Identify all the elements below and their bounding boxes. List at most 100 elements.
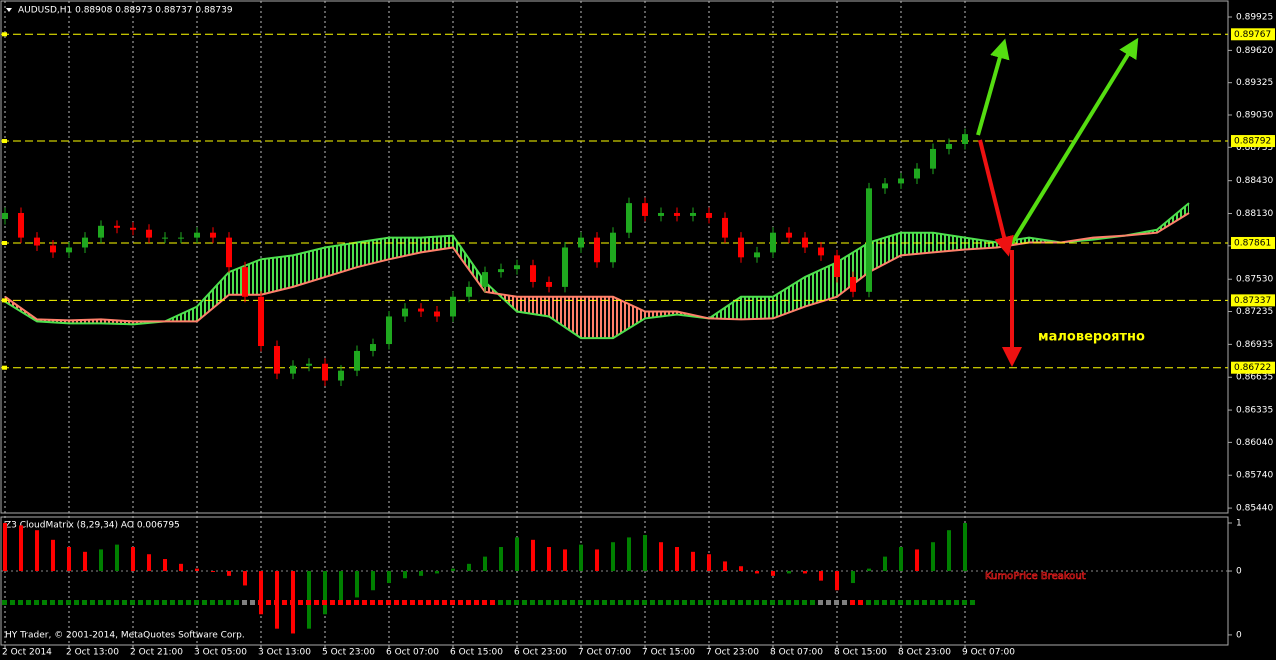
y-tick-label: 0.86935 bbox=[1236, 340, 1273, 350]
ao-bar bbox=[435, 571, 439, 574]
y-tick-label: 0.85440 bbox=[1236, 504, 1273, 514]
candle-body bbox=[770, 232, 776, 253]
ao-bar bbox=[227, 571, 231, 576]
candle-body bbox=[258, 296, 264, 347]
signal-dot bbox=[938, 600, 943, 605]
candle-body bbox=[146, 229, 152, 238]
x-tick-label: 7 Oct 07:00 bbox=[578, 648, 631, 658]
annotation: маловероятно bbox=[1038, 330, 1145, 345]
signal-dot bbox=[434, 600, 439, 605]
signal-dot bbox=[402, 600, 407, 605]
signal-dot bbox=[570, 600, 575, 605]
signal-dot bbox=[210, 600, 215, 605]
x-tick-label: 7 Oct 23:00 bbox=[706, 648, 759, 658]
ao-bar bbox=[451, 568, 455, 572]
signal-dot bbox=[810, 600, 815, 605]
signal-dot bbox=[298, 600, 303, 605]
signal-dot bbox=[946, 600, 951, 605]
signal-dot bbox=[746, 600, 751, 605]
signal-dot bbox=[234, 600, 239, 605]
signal-dot bbox=[882, 600, 887, 605]
cloud-segment bbox=[837, 242, 869, 297]
ao-bar bbox=[547, 547, 551, 572]
signal-dot bbox=[74, 600, 79, 605]
arrow-down bbox=[978, 139, 1014, 257]
signal-dot bbox=[138, 600, 143, 605]
signal-dot bbox=[650, 600, 655, 605]
signal-dot bbox=[634, 600, 639, 605]
signal-dot bbox=[834, 600, 839, 605]
ao-bar bbox=[627, 537, 631, 572]
y-tick-label: 0.89925 bbox=[1236, 12, 1273, 22]
cloud-line bbox=[4, 202, 1190, 340]
ao-bar bbox=[899, 547, 903, 572]
candle-body bbox=[370, 344, 376, 351]
ao-bar bbox=[739, 566, 743, 572]
x-tick-label: 8 Oct 07:00 bbox=[770, 648, 823, 658]
level-label: 0.86722 bbox=[1234, 363, 1271, 373]
signal-dot bbox=[730, 600, 735, 605]
ao-bar bbox=[563, 549, 567, 572]
ao-bar bbox=[323, 571, 327, 615]
candle-body bbox=[338, 370, 344, 381]
signal-dot bbox=[474, 600, 479, 605]
signal-dot bbox=[930, 600, 935, 605]
candle-body bbox=[18, 212, 24, 238]
candle-body bbox=[914, 168, 920, 179]
signal-dot bbox=[322, 600, 327, 605]
cloud-segment bbox=[549, 296, 581, 339]
cloud-segment bbox=[613, 296, 645, 339]
signal-dot bbox=[874, 600, 879, 605]
candle-body bbox=[930, 148, 936, 169]
y-tick-label: 0.89325 bbox=[1236, 78, 1273, 88]
price-pane bbox=[0, 0, 1229, 514]
signal-dot bbox=[906, 600, 911, 605]
signal-dot bbox=[114, 600, 119, 605]
signal-dot bbox=[850, 600, 855, 605]
ao-bar bbox=[131, 547, 135, 572]
x-tick-label: 3 Oct 13:00 bbox=[258, 648, 311, 658]
indicator-title: Z3 CloudMatrix (8,29,34) AO 0.006795 bbox=[5, 521, 180, 531]
signal-dot bbox=[26, 600, 31, 605]
signal-dot bbox=[306, 600, 311, 605]
signal-dot bbox=[258, 600, 263, 605]
signal-dot bbox=[58, 600, 63, 605]
y-tick-label: 0.89620 bbox=[1236, 46, 1273, 56]
ao-bar bbox=[387, 571, 391, 584]
candle-body bbox=[290, 365, 296, 374]
candle-body bbox=[402, 308, 408, 317]
candle-body bbox=[466, 286, 472, 297]
ao-bar bbox=[915, 549, 919, 572]
signal-dot bbox=[194, 600, 199, 605]
signal-dot bbox=[282, 600, 287, 605]
ao-bar bbox=[355, 571, 359, 598]
level-label-box bbox=[1231, 236, 1275, 249]
candle-body bbox=[114, 225, 120, 228]
candle-body bbox=[178, 237, 184, 239]
signal-dot bbox=[594, 600, 599, 605]
ao-bar bbox=[179, 563, 183, 572]
signal-dot bbox=[674, 600, 679, 605]
ao-bar bbox=[211, 571, 215, 572]
candle-body bbox=[962, 134, 968, 145]
signal-dot bbox=[666, 600, 671, 605]
candle-body bbox=[98, 225, 104, 238]
candle-body bbox=[882, 183, 888, 189]
signal-dot bbox=[722, 600, 727, 605]
signal-dot bbox=[706, 600, 711, 605]
arrow-up bbox=[976, 38, 1010, 136]
signal-dot bbox=[362, 600, 367, 605]
signal-dot bbox=[226, 600, 231, 605]
y-tick-label: 0.88430 bbox=[1236, 176, 1273, 186]
cloud-segment bbox=[453, 235, 485, 292]
signal-dot bbox=[554, 600, 559, 605]
level-label-box bbox=[1231, 294, 1275, 307]
signal-dot bbox=[170, 600, 175, 605]
ao-bar bbox=[611, 542, 615, 572]
cloud-segment bbox=[325, 242, 357, 278]
signal-dot bbox=[778, 600, 783, 605]
level-marker bbox=[2, 365, 7, 370]
candle-body bbox=[82, 237, 88, 248]
candle-body bbox=[50, 245, 56, 253]
